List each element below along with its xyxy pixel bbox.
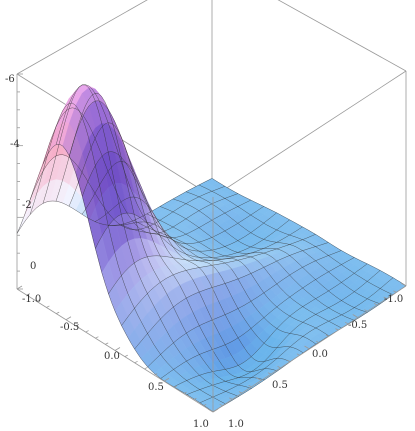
mesh-line: [120, 224, 317, 345]
x-tick-label: 1.0: [193, 419, 209, 430]
y-tick: [256, 377, 262, 381]
mesh-line: [95, 212, 290, 259]
y-tick: [364, 309, 368, 312]
box-edge: [277, 0, 407, 72]
axis-ticks: [16, 73, 407, 413]
z-tick-label: -4: [10, 139, 20, 150]
x-tick-label: -1.0: [22, 294, 41, 305]
y-tick: [325, 334, 329, 337]
mesh-line: [81, 161, 278, 372]
y-tick-label: -1.0: [384, 294, 403, 305]
x-tick: [36, 299, 40, 302]
mesh-line: [42, 84, 239, 397]
x-tick-label: -0.5: [60, 322, 79, 333]
y-tick-label: 1.0: [228, 419, 244, 430]
x-tick: [105, 342, 109, 345]
box-edge: [16, 0, 148, 75]
mesh-line: [134, 242, 329, 350]
mesh-line: [199, 277, 394, 404]
x-tick: [85, 330, 89, 333]
y-tick: [238, 391, 243, 394]
y-tick: [373, 303, 378, 306]
z-tick-label: -2: [22, 200, 32, 211]
x-tick-label: 0.5: [148, 382, 164, 393]
mesh-line: [198, 184, 394, 296]
x-tick: [193, 397, 197, 401]
mesh-line: [146, 213, 342, 329]
mesh-line: [94, 196, 291, 363]
mesh-line: [55, 93, 252, 389]
x-tick: [75, 324, 79, 327]
mesh-line: [68, 122, 265, 381]
mesh-line: [29, 102, 227, 405]
box-edge: [212, 70, 407, 198]
y-tick: [304, 345, 310, 350]
x-tick: [212, 408, 219, 413]
y-tick-label: 0.5: [272, 380, 288, 391]
mesh-line: [107, 221, 304, 353]
mesh-line: [82, 151, 277, 252]
mesh-line: [160, 257, 355, 379]
mesh-line: [211, 178, 407, 286]
x-tick: [203, 403, 207, 407]
mesh-line: [186, 270, 381, 395]
y-tick: [229, 397, 233, 400]
x-tick: [26, 293, 30, 296]
x-tick: [16, 285, 23, 290]
x-tick: [95, 336, 99, 339]
x-tick: [163, 377, 170, 382]
z-axis-tick-labels: 0 -2 -4 -6: [5, 74, 36, 272]
z-tick-label: 0: [30, 261, 36, 272]
x-tick: [154, 373, 158, 376]
x-tick-label: 0.0: [104, 351, 120, 362]
mesh-line: [172, 198, 368, 313]
y-tick: [335, 328, 339, 331]
x-tick: [124, 354, 128, 358]
mesh-line: [121, 234, 316, 326]
y-tick: [219, 403, 223, 407]
x-tick: [114, 347, 121, 351]
z-tick-label: -6: [5, 74, 15, 85]
mesh-line: [108, 226, 303, 294]
mesh-line: [159, 206, 355, 321]
x-tick: [56, 311, 60, 314]
mesh-line: [212, 285, 407, 412]
x-axis-tick-labels: -1.0 -0.5 0.0 0.5 1.0: [22, 294, 209, 430]
x-tick: [144, 367, 148, 370]
y-tick: [267, 372, 272, 375]
mesh-line: [173, 263, 368, 388]
y-tick: [315, 340, 320, 344]
mesh-line: [133, 220, 329, 337]
y-tick: [352, 314, 358, 318]
x-tick: [65, 316, 72, 321]
y-tick: [296, 353, 301, 356]
y-tick: [277, 366, 281, 369]
surface-mesh: [16, 84, 407, 412]
y-tick: [344, 321, 349, 325]
y-tick: [287, 359, 291, 362]
y-tick-label: 0.0: [312, 349, 328, 360]
y-axis-tick-labels: -1.0 -0.5 0.0 0.5 1.0: [228, 294, 403, 430]
y-tick-label: -0.5: [348, 320, 367, 331]
y-tick: [207, 408, 214, 413]
y-tick: [393, 290, 397, 293]
x-tick: [134, 360, 138, 364]
mesh-line: [29, 154, 225, 230]
mesh-line: [16, 178, 213, 234]
mesh-line: [16, 143, 214, 412]
y-tick: [383, 296, 387, 299]
mesh-line: [42, 107, 238, 234]
x-tick: [46, 305, 50, 308]
y-tick: [248, 384, 252, 388]
mesh-line: [147, 250, 342, 368]
mesh-line: [185, 191, 381, 305]
y-tick: [400, 282, 407, 287]
x-tick: [173, 385, 177, 388]
x-tick: [183, 391, 187, 394]
